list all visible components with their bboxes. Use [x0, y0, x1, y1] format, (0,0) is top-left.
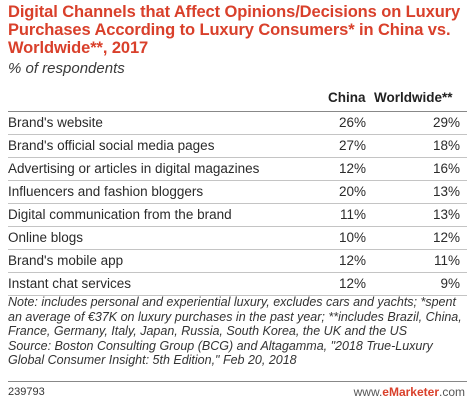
china-value: 20% [338, 184, 366, 199]
table-row: Online blogs 10% 12% [8, 227, 467, 250]
china-value: 27% [338, 138, 366, 153]
china-value: 26% [338, 115, 366, 130]
table-row: Brand's website 26% 29% [8, 112, 467, 135]
worldwide-value: 18% [432, 138, 460, 153]
source-text: Source: Boston Consulting Group (BCG) an… [8, 338, 433, 368]
table-row: Digital communication from the brand 11% 1… [8, 204, 467, 227]
note-text: Note: includes personal and experiential… [8, 295, 462, 339]
worldwide-value: 29% [432, 115, 460, 130]
brand-logo: www.eMarketer.com [354, 385, 465, 399]
table-header: China Worldwide** [8, 86, 467, 112]
worldwide-value: 11% [433, 253, 460, 268]
row-label: Brand's website [8, 115, 103, 130]
worldwide-value: 16% [432, 161, 460, 176]
chart-id: 239793 [8, 386, 45, 398]
table-row: Advertising or articles in digital magaz… [8, 158, 467, 181]
row-label: Brand's official social media pages [8, 138, 215, 153]
table-row: Brand's official social media pages 27% 18… [8, 135, 467, 158]
chart-subtitle: % of respondents [8, 60, 125, 77]
china-value: 12% [338, 276, 366, 291]
brand-prefix: www. [353, 385, 383, 399]
row-label: Advertising or articles in digital magaz… [8, 161, 260, 176]
data-table: China Worldwide** Brand's website 26% 29% B… [8, 86, 467, 296]
china-value: 11% [339, 207, 366, 222]
brand-suffix: .com [438, 385, 465, 399]
row-label: Online blogs [8, 230, 84, 245]
chart-title: Digital Channels that Affect Opinions/De… [8, 3, 461, 57]
row-label: Influencers and fashion bloggers [8, 184, 204, 199]
china-value: 12% [338, 253, 366, 268]
column-header-china: China [328, 90, 366, 105]
row-label: Instant chat services [8, 276, 132, 291]
table-row: Instant chat services 12% 9% [8, 273, 467, 296]
footer-divider [8, 381, 467, 382]
column-header-worldwide: Worldwide** [374, 90, 453, 105]
brand-name: eMarketer [382, 385, 439, 399]
worldwide-value: 12% [432, 230, 460, 245]
table-body: Brand's website 26% 29% Brand's official so… [8, 112, 467, 296]
table-row: Influencers and fashion bloggers 20% 13% [8, 181, 467, 204]
row-label: Digital communication from the brand [8, 207, 232, 222]
chart-notes: Note: includes personal and experiential… [8, 295, 467, 368]
china-value: 10% [338, 230, 366, 245]
worldwide-value: 9% [440, 276, 460, 291]
row-label: Brand's mobile app [8, 253, 124, 268]
worldwide-value: 13% [432, 207, 460, 222]
china-value: 12% [338, 161, 366, 176]
worldwide-value: 13% [432, 184, 460, 199]
table-row: Brand's mobile app 12% 11% [8, 250, 467, 273]
